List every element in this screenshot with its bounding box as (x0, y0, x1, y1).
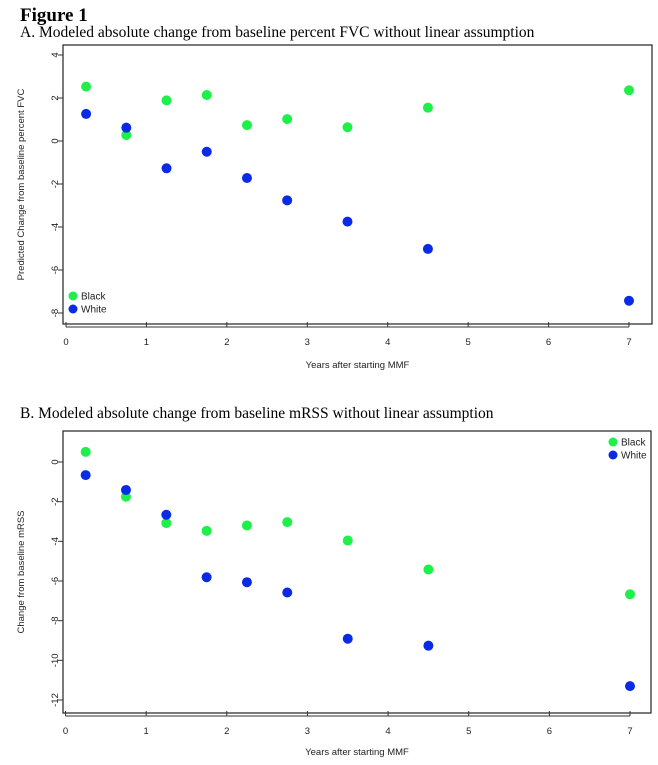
panel-a-title: A. Modeled absolute change from baseline… (20, 24, 535, 41)
data-point-black-a (282, 114, 293, 125)
legend-marker-white-b (608, 450, 618, 460)
y-tick-label-a: 2 (50, 95, 61, 100)
y-tick-label-a: -6 (50, 266, 61, 274)
data-point-white-b (161, 509, 172, 520)
data-point-white-a (342, 216, 353, 227)
data-point-black-a (121, 129, 132, 140)
y-tick-label-b: 0 (50, 459, 61, 464)
data-point-white-a (201, 146, 212, 157)
data-point-black-b (80, 446, 91, 457)
data-point-white-a (161, 163, 172, 174)
legend-label-black-a: Black (81, 292, 106, 303)
y-tick-label-b: -12 (50, 693, 61, 707)
x-tick-label-a: 3 (305, 337, 310, 348)
plot-frame-a (62, 44, 653, 325)
data-point-black-b (342, 535, 353, 546)
data-point-white-a (81, 108, 92, 119)
data-point-black-a (422, 102, 433, 113)
legend-marker-white-a (68, 304, 78, 314)
x-tick-label-b: 7 (627, 726, 632, 737)
x-tick-label-b: 2 (224, 726, 229, 737)
y-tick-label-b: -10 (50, 653, 61, 667)
data-point-white-b (201, 572, 212, 583)
data-point-white-b (80, 470, 91, 481)
data-point-black-b (241, 520, 252, 531)
x-tick-label-a: 5 (465, 337, 470, 348)
data-point-white-b (342, 633, 353, 644)
data-point-black-b (201, 525, 212, 536)
y-tick-label-b: -4 (50, 537, 61, 545)
data-point-white-a (422, 243, 433, 254)
data-point-black-a (241, 120, 252, 131)
data-point-white-a (121, 122, 132, 133)
data-point-black-b (161, 518, 172, 529)
data-point-black-b (423, 564, 434, 575)
data-point-black-a (624, 85, 634, 96)
x-tick-label-a: 6 (546, 337, 551, 348)
y-axis-title-b: Change from baseline mRSS (16, 510, 27, 633)
data-point-black-b (282, 517, 293, 528)
data-point-white-a (624, 295, 634, 306)
x-tick-label-a: 7 (626, 337, 631, 348)
y-tick-label-a: -4 (50, 223, 61, 231)
x-tick-label-b: 0 (63, 726, 68, 737)
legend-label-white-a: White (81, 305, 107, 316)
x-tick-label-a: 0 (63, 337, 68, 348)
data-point-black-a (201, 89, 212, 100)
x-axis-title-a: Years after starting MMF (306, 360, 410, 371)
x-tick-label-a: 4 (385, 337, 390, 348)
y-tick-label-b: -2 (50, 497, 61, 505)
data-point-white-b (625, 681, 635, 692)
legend-label-white-b: White (621, 451, 647, 462)
data-point-white-b (282, 587, 293, 598)
data-point-black-a (81, 81, 92, 92)
y-tick-label-a: -8 (50, 309, 61, 317)
x-tick-label-b: 3 (305, 726, 310, 737)
x-tick-label-b: 5 (466, 726, 471, 737)
legend-marker-black-a (68, 291, 78, 301)
x-tick-label-b: 6 (547, 726, 552, 737)
y-tick-label-a: -2 (50, 180, 61, 188)
y-axis-title-a: Predicted Change from baseline percent F… (16, 89, 27, 281)
x-axis-title-b: Years after starting MMF (305, 747, 409, 758)
y-tick-label-b: -8 (50, 616, 61, 624)
plot-frame-b (62, 430, 652, 714)
legend-marker-black-b (608, 437, 618, 447)
figure-title: Figure 1 (20, 5, 88, 26)
x-tick-label-a: 2 (224, 337, 229, 348)
data-point-white-a (282, 195, 293, 206)
legend-label-black-b: Black (621, 438, 646, 449)
x-tick-label-a: 1 (144, 337, 149, 348)
data-point-white-a (241, 172, 252, 183)
data-point-white-b (120, 484, 131, 495)
y-tick-label-a: 4 (50, 52, 61, 57)
y-tick-label-b: -6 (50, 577, 61, 585)
data-point-white-b (241, 577, 252, 588)
data-point-black-a (342, 122, 353, 133)
x-tick-label-b: 4 (385, 726, 390, 737)
data-point-black-b (625, 589, 635, 600)
y-tick-label-a: 0 (50, 138, 61, 143)
data-point-black-a (161, 95, 172, 106)
panel-b-title: B. Modeled absolute change from baseline… (20, 405, 494, 422)
x-tick-label-b: 1 (143, 726, 148, 737)
data-point-white-b (423, 640, 434, 651)
